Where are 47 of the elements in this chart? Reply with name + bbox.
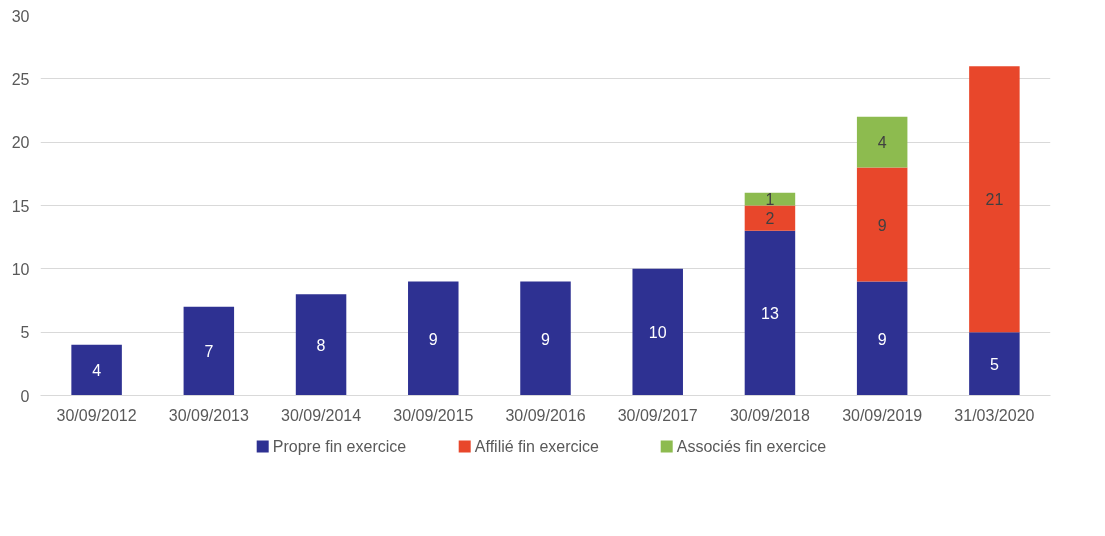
bar (632, 268, 683, 396)
data-label: 8 (316, 336, 326, 354)
bar (969, 66, 1020, 333)
data-label: 9 (541, 330, 551, 348)
y-tick-label: 15 (11, 197, 30, 215)
bar (969, 332, 1020, 396)
bar (856, 116, 908, 168)
bar (856, 281, 908, 396)
bar (856, 167, 908, 282)
bar (744, 205, 796, 231)
x-tick-label: 30/09/2017 (617, 406, 698, 424)
y-tick-label: 5 (20, 324, 30, 342)
data-label: 4 (92, 362, 102, 380)
x-tick-label: 30/09/2014 (281, 406, 362, 424)
data-label: 9 (877, 330, 887, 348)
data-label: 4 (877, 134, 887, 152)
x-tick-label: 30/09/2018 (729, 406, 811, 424)
bar (71, 344, 122, 396)
y-tick-label: 20 (11, 134, 30, 152)
x-tick-label: 30/09/2016 (505, 406, 586, 424)
bar (295, 294, 347, 396)
data-label: 21 (985, 191, 1004, 209)
bar (744, 230, 796, 396)
data-label: 10 (648, 324, 667, 342)
x-tick-label: 30/09/2015 (393, 406, 474, 424)
x-tick-label: 30/09/2012 (56, 406, 137, 424)
y-tick-label: 10 (11, 260, 30, 278)
legend-label: Propre fin exercice (272, 438, 407, 455)
data-label: 5 (989, 355, 999, 373)
data-label: 2 (765, 210, 775, 228)
x-tick-label: 31/03/2020 (954, 406, 1035, 424)
y-tick-label: 0 (20, 387, 30, 405)
x-tick-label: 30/09/2019 (842, 406, 923, 424)
data-label: 13 (761, 305, 779, 323)
bar (744, 192, 796, 206)
bar (183, 306, 235, 396)
x-tick-label: 30/09/2013 (168, 406, 249, 424)
y-tick-label: 25 (11, 70, 30, 88)
data-label: 9 (877, 216, 887, 234)
bar (408, 281, 459, 396)
data-label: 7 (204, 343, 214, 361)
data-label: 9 (428, 330, 438, 348)
bar (520, 281, 571, 396)
data-label: 1 (765, 191, 775, 209)
legend-label: Associés fin exercice (676, 438, 827, 455)
legend-label: Affilié fin exercice (474, 438, 600, 455)
y-tick-label: 30 (11, 7, 30, 25)
